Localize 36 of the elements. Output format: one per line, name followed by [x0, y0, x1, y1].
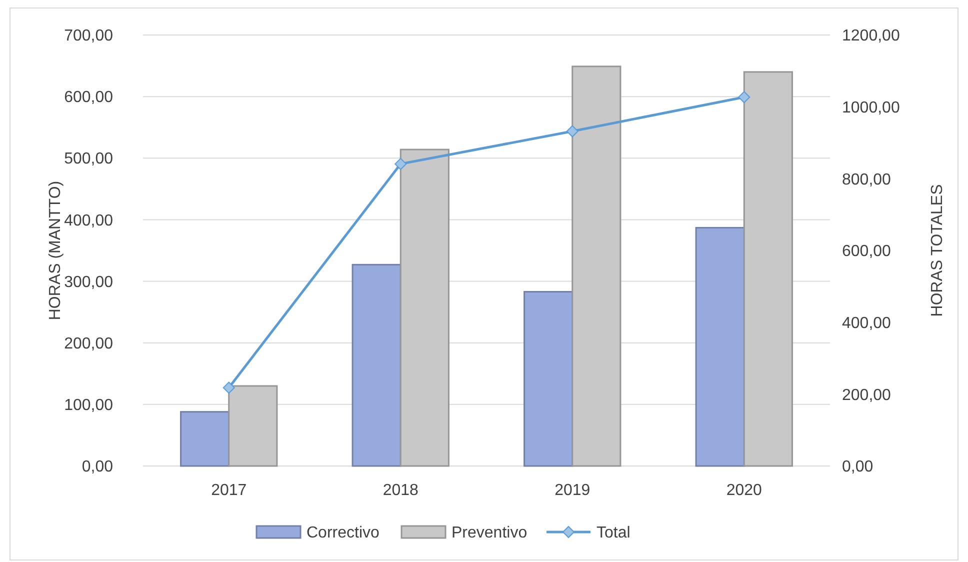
y2-tick-label: 800,00	[842, 171, 892, 188]
bar	[572, 66, 622, 467]
y-tick-label: 400,00	[64, 212, 114, 230]
y2-tick-label: 1200,00	[842, 28, 900, 45]
y-tick-label: 200,00	[64, 335, 114, 352]
x-tick-label: 2019	[554, 482, 590, 499]
bar	[228, 385, 278, 467]
legend-label: Correctivo	[306, 524, 380, 542]
bar	[743, 71, 793, 467]
y-tick-label: 300,00	[64, 274, 114, 291]
y2-tick-label: 600,00	[842, 243, 892, 260]
bar	[400, 148, 450, 467]
point	[738, 91, 750, 104]
y2-axis-title: HORAS TOTALES	[929, 184, 946, 317]
point	[566, 125, 578, 138]
y2-tick-label: 200,00	[842, 386, 892, 404]
bar	[352, 264, 402, 467]
y-axis-title: HORAS (MANTTO)	[47, 180, 64, 320]
y2-tick-label: 0,00	[842, 458, 874, 476]
y-tick-label: 600,00	[64, 89, 114, 106]
y2-tick-label: 400,00	[842, 314, 892, 332]
x-tick-label: 2018	[382, 482, 419, 499]
bar	[524, 291, 574, 467]
y-tick-label: 100,00	[64, 397, 114, 414]
x-tick-label: 2020	[726, 482, 762, 499]
y-tick-label: 0,00	[82, 458, 114, 476]
bar	[180, 411, 230, 467]
legend-label: Total	[596, 524, 630, 542]
bar	[695, 226, 745, 467]
y-tick-label: 700,00	[64, 28, 114, 45]
point	[222, 382, 235, 394]
y2-tick-label: 1000,00	[842, 99, 900, 116]
y-tick-label: 500,00	[64, 150, 114, 168]
x-tick-label: 2017	[211, 482, 247, 499]
legend-label: Preventivo	[452, 524, 528, 542]
point	[394, 158, 407, 170]
